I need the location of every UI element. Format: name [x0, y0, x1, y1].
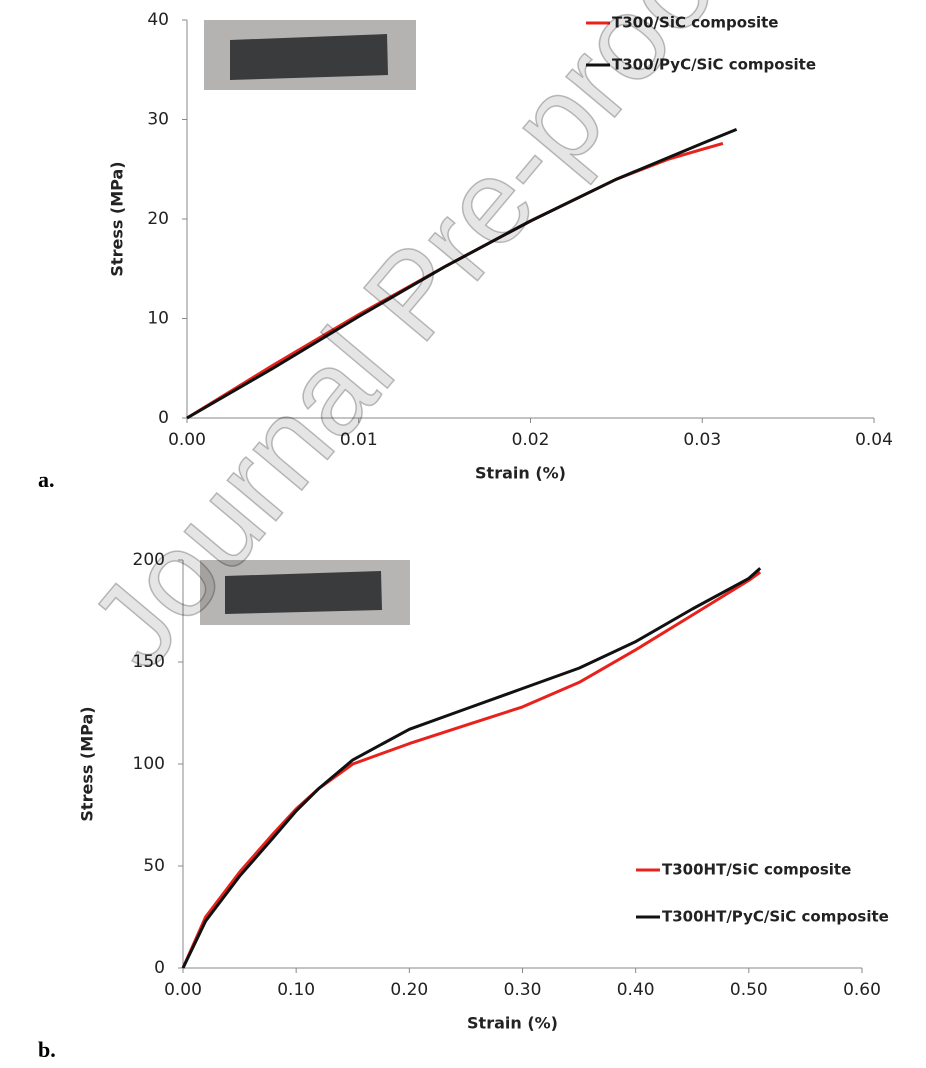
x-tick-label: 0.20: [390, 980, 428, 1000]
y-tick-label: 20: [147, 209, 169, 229]
x-tick-label: 0.50: [730, 980, 768, 1000]
y-tick-label: 0: [158, 408, 169, 428]
series-line: [186, 128, 738, 420]
y-tick-label: 30: [147, 110, 169, 130]
x-tick-label: 0.04: [855, 430, 893, 450]
panel-label: b.: [38, 1037, 56, 1062]
x-tick-label: 0.01: [340, 430, 378, 450]
y-tick-label: 40: [147, 10, 169, 30]
x-tick-label: 0.30: [504, 980, 542, 1000]
y-tick-label: 100: [133, 754, 165, 774]
y-tick-label: 10: [147, 309, 169, 329]
x-tick-label: 0.03: [683, 430, 721, 450]
y-axis-title: Stress (MPa): [108, 161, 127, 276]
legend-label: T300HT/PyC/SiC composite: [662, 908, 889, 926]
x-axis-title: Strain (%): [475, 464, 566, 483]
y-tick-label: 50: [143, 856, 165, 876]
legend-label: T300HT/SiC composite: [662, 861, 851, 879]
x-tick-label: 0.02: [512, 430, 550, 450]
specimen-photo: [204, 20, 416, 90]
x-tick-label: 0.00: [168, 430, 206, 450]
y-tick-label: 200: [133, 550, 165, 570]
x-tick-label: 0.40: [617, 980, 655, 1000]
series-line: [181, 570, 762, 969]
specimen-photo: [200, 560, 410, 625]
panel-label: a.: [38, 467, 55, 492]
y-axis-title: Stress (MPa): [78, 706, 97, 821]
x-tick-label: 0.60: [843, 980, 881, 1000]
x-axis-title: Strain (%): [467, 1014, 558, 1033]
x-tick-label: 0.00: [164, 980, 202, 1000]
y-tick-label: 150: [133, 652, 165, 672]
series-line: [181, 567, 762, 969]
y-tick-label: 0: [154, 958, 165, 978]
watermark: Journal Pre-proof: [64, 0, 763, 692]
x-tick-label: 0.10: [277, 980, 315, 1000]
legend-label: T300/PyC/SiC composite: [612, 56, 816, 74]
legend-label: T300/SiC composite: [612, 14, 778, 32]
